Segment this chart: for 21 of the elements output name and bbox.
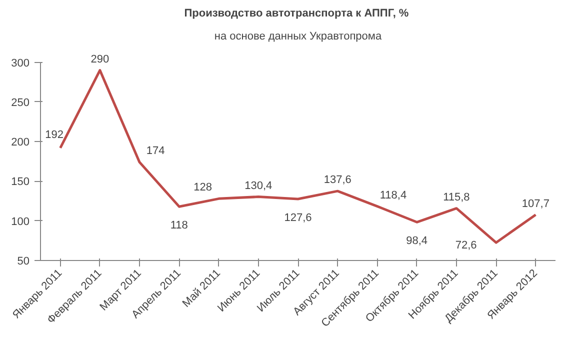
data-label: 137,6 xyxy=(324,174,352,186)
y-tick-label: 50 xyxy=(17,256,30,268)
data-label: 107,7 xyxy=(522,198,550,210)
data-label: 127,6 xyxy=(284,212,312,224)
data-label: 130,4 xyxy=(244,180,272,192)
data-label: 174 xyxy=(146,145,165,158)
chart-subtitle: на основе данных Укравтопрома xyxy=(214,30,382,42)
data-label: 72,6 xyxy=(455,240,477,252)
data-label: 98,4 xyxy=(406,235,428,248)
data-label: 128 xyxy=(194,182,212,194)
data-label: 290 xyxy=(90,53,110,66)
y-tick-label: 150 xyxy=(11,176,30,188)
data-label: 192 xyxy=(45,128,64,141)
data-label: 115,8 xyxy=(443,191,470,204)
data-label: 118,4 xyxy=(380,189,407,202)
chart-title: Производство автотранспорта к АППГ, % xyxy=(184,8,409,20)
y-tick-label: 200 xyxy=(11,136,30,149)
y-tick-label: 250 xyxy=(11,96,30,109)
y-tick-label: 300 xyxy=(11,57,30,70)
y-tick-label: 100 xyxy=(11,216,30,228)
data-label: 118 xyxy=(170,220,188,232)
